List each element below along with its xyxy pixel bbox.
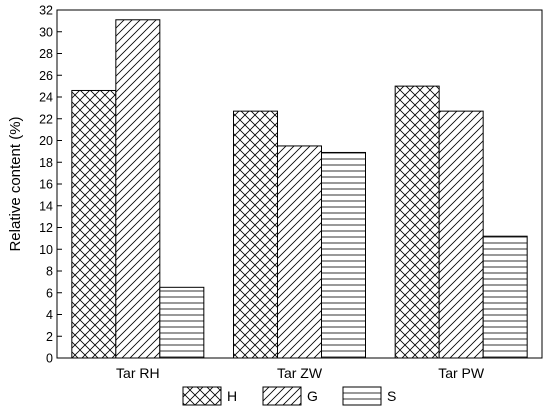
y-tick-label: 10 bbox=[39, 243, 53, 257]
y-tick-label: 26 bbox=[39, 69, 53, 83]
y-tick-label: 2 bbox=[46, 330, 53, 344]
y-tick-label: 18 bbox=[39, 156, 53, 170]
bar-s-tar-rh bbox=[159, 286, 205, 359]
legend-swatch-h bbox=[182, 386, 222, 406]
bar-h-tar-zw bbox=[233, 110, 278, 359]
bar-g-tar-zw bbox=[277, 145, 322, 359]
y-axis-title: Relative content (%) bbox=[7, 116, 24, 251]
y-tick-label: 20 bbox=[39, 134, 53, 148]
legend-swatch-s bbox=[342, 386, 382, 406]
bar-s-tar-zw bbox=[321, 151, 366, 359]
y-tick-label: 12 bbox=[39, 221, 53, 235]
legend-swatch-g bbox=[262, 386, 302, 406]
y-tick-label: 14 bbox=[39, 199, 53, 213]
y-tick-label: 8 bbox=[46, 265, 53, 279]
bars bbox=[71, 19, 528, 359]
y-tick-label: 24 bbox=[39, 91, 53, 105]
bar-g-tar-pw bbox=[438, 110, 484, 359]
legend-label-h: H bbox=[227, 388, 237, 404]
y-tick-label: 30 bbox=[39, 25, 53, 39]
y-tick-label: 16 bbox=[39, 178, 53, 192]
y-tick-label: 4 bbox=[46, 308, 53, 322]
x-category-label: Tar RH bbox=[116, 365, 160, 381]
bar-g-tar-rh bbox=[115, 19, 161, 359]
bar-s-tar-pw bbox=[482, 235, 528, 359]
legend-label-g: G bbox=[307, 388, 318, 404]
y-tick-label: 22 bbox=[39, 112, 53, 126]
x-axis: Tar RH Tar ZW Tar PW bbox=[116, 354, 485, 381]
x-category-label: Tar ZW bbox=[277, 365, 323, 381]
y-tick-label: 32 bbox=[39, 4, 53, 18]
y-tick-label: 0 bbox=[46, 352, 53, 366]
legend-label-s: S bbox=[387, 388, 396, 404]
y-tick-label: 28 bbox=[39, 47, 53, 61]
bar-h-tar-rh bbox=[71, 89, 117, 359]
x-category-label: Tar PW bbox=[438, 365, 485, 381]
y-tick-label: 6 bbox=[46, 286, 53, 300]
bar-h-tar-pw bbox=[394, 85, 440, 359]
